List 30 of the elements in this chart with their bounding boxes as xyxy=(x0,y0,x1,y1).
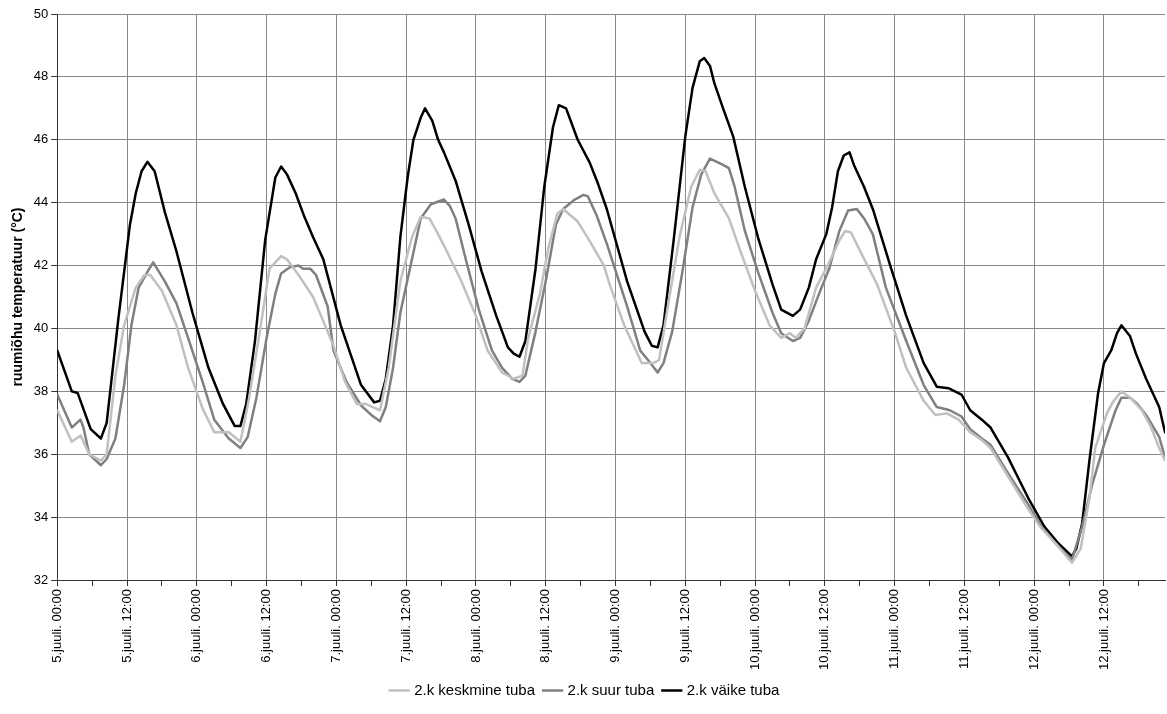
x-tick-label: 12.juuli. 12:00 xyxy=(1095,589,1111,670)
legend-label: 2.k keskmine tuba xyxy=(414,680,536,698)
legend-label: 2.k suur tuba xyxy=(567,680,655,698)
x-tick-label: 5.juuli. 00:00 xyxy=(48,589,64,663)
x-tick-label: 7.juuli. 12:00 xyxy=(397,589,413,663)
x-tick-label: 8.juuli. 12:00 xyxy=(537,589,553,663)
y-tick-label: 46 xyxy=(33,131,49,147)
x-tick-label: 6.juuli. 12:00 xyxy=(258,589,274,663)
y-tick-label: 36 xyxy=(33,445,49,461)
y-tick-label: 34 xyxy=(33,508,49,524)
x-tick-label: 12.juuli. 00:00 xyxy=(1025,589,1041,670)
x-tick-label: 10.juuli. 00:00 xyxy=(746,589,762,670)
x-tick-label: 11.juuli. 12:00 xyxy=(955,589,971,670)
y-tick-label: 44 xyxy=(33,194,49,210)
x-tick-label: 11.juuli. 00:00 xyxy=(886,589,902,670)
x-tick-label: 9.juuli. 12:00 xyxy=(676,589,692,663)
y-tick-label: 42 xyxy=(33,257,49,273)
y-tick-label: 38 xyxy=(33,382,49,398)
y-axis-title: ruumiõhu temperatuur (°C) xyxy=(9,207,26,387)
y-tick-label: 48 xyxy=(33,68,49,84)
x-tick-label: 9.juuli. 00:00 xyxy=(607,589,623,663)
x-tick-label: 7.juuli. 00:00 xyxy=(327,589,343,663)
y-tick-label: 32 xyxy=(33,571,49,587)
x-tick-label: 10.juuli. 12:00 xyxy=(816,589,832,670)
legend-label: 2.k väike tuba xyxy=(686,680,780,698)
y-tick-label: 50 xyxy=(33,5,49,21)
x-tick-label: 8.juuli. 00:00 xyxy=(467,589,483,663)
x-tick-label: 6.juuli. 00:00 xyxy=(188,589,204,663)
y-tick-label: 40 xyxy=(33,320,49,336)
x-tick-label: 5.juuli. 12:00 xyxy=(118,589,134,663)
